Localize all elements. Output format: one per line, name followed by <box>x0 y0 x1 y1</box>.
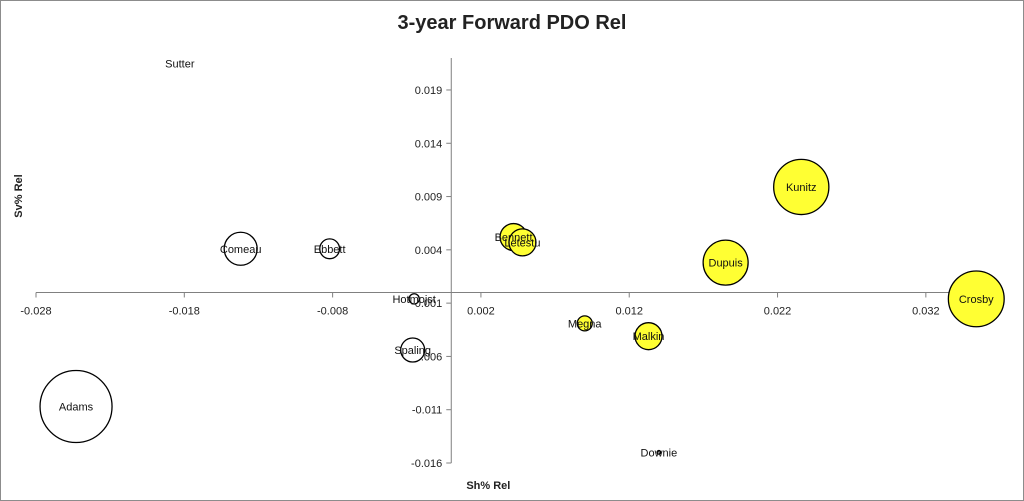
y-tick-label: 0.004 <box>415 245 443 257</box>
bubble-spaling <box>400 337 426 363</box>
bubble-kunitz <box>773 158 830 216</box>
bubble-label-bennett: Bennett <box>495 232 533 244</box>
bubble-downie <box>656 449 662 455</box>
bubble-label-dupuis: Dupuis <box>709 258 744 270</box>
x-tick-label: -0.018 <box>169 305 200 317</box>
bubble-malkin <box>634 322 663 351</box>
bubble-megna <box>576 315 593 332</box>
bubble-label-crosby: Crosby <box>959 294 994 306</box>
x-tick-label: -0.008 <box>317 305 348 317</box>
bubble-crosby <box>947 270 1005 328</box>
bubble-ebbett <box>319 238 341 260</box>
labels-group: Sutter Adams Comeau Ebbett Hotmojst Spaling Be… <box>59 58 994 459</box>
axes-group: -0.028 -0.018 -0.008 0.002 0.012 0.022 0.032 -0… <box>20 58 1000 470</box>
bubble-hotmojst <box>408 293 420 305</box>
x-tick-label: 0.032 <box>912 305 940 317</box>
y-tick-label: 0.009 <box>415 192 443 204</box>
bubble-dupuis <box>702 239 749 286</box>
chart-title: 3-year Forward PDO Rel <box>397 12 627 34</box>
y-tick-label: -0.016 <box>411 458 442 470</box>
bubbles-group <box>39 158 1005 455</box>
bubble-label-hotmojst: Hotmojst <box>392 294 435 306</box>
x-tick-label: 0.002 <box>467 305 495 317</box>
x-tick-label: 0.012 <box>615 305 643 317</box>
bubble-letestu <box>508 228 537 257</box>
bubble-comeau <box>223 231 258 266</box>
bubble-adams <box>39 369 113 444</box>
x-tick-label: 0.022 <box>764 305 792 317</box>
bubble-label-kunitz: Kunitz <box>786 182 817 194</box>
x-tick-label: -0.028 <box>20 305 51 317</box>
bubble-label-malkin: Malkin <box>633 331 665 343</box>
bubble-label-letestu: Letestu <box>504 237 540 249</box>
y-tick-label: 0.014 <box>415 138 443 150</box>
bubble-label-downie: Downie <box>641 447 678 459</box>
bubble-label-adams: Adams <box>59 402 94 414</box>
y-tick-label: -0.011 <box>412 405 442 417</box>
bubble-label-ebbett: Ebbett <box>314 244 346 256</box>
x-axis-title: Sh% Rel <box>466 480 510 492</box>
bubble-label-spaling: Spaling <box>394 345 431 357</box>
y-tick-label: 0.019 <box>415 85 443 97</box>
bubble-label-megna: Megna <box>568 318 603 330</box>
y-axis-title: Sv% Rel <box>13 174 25 217</box>
bubble-label-comeau: Comeau <box>220 244 262 256</box>
bubble-label-sutter: Sutter <box>165 58 195 70</box>
